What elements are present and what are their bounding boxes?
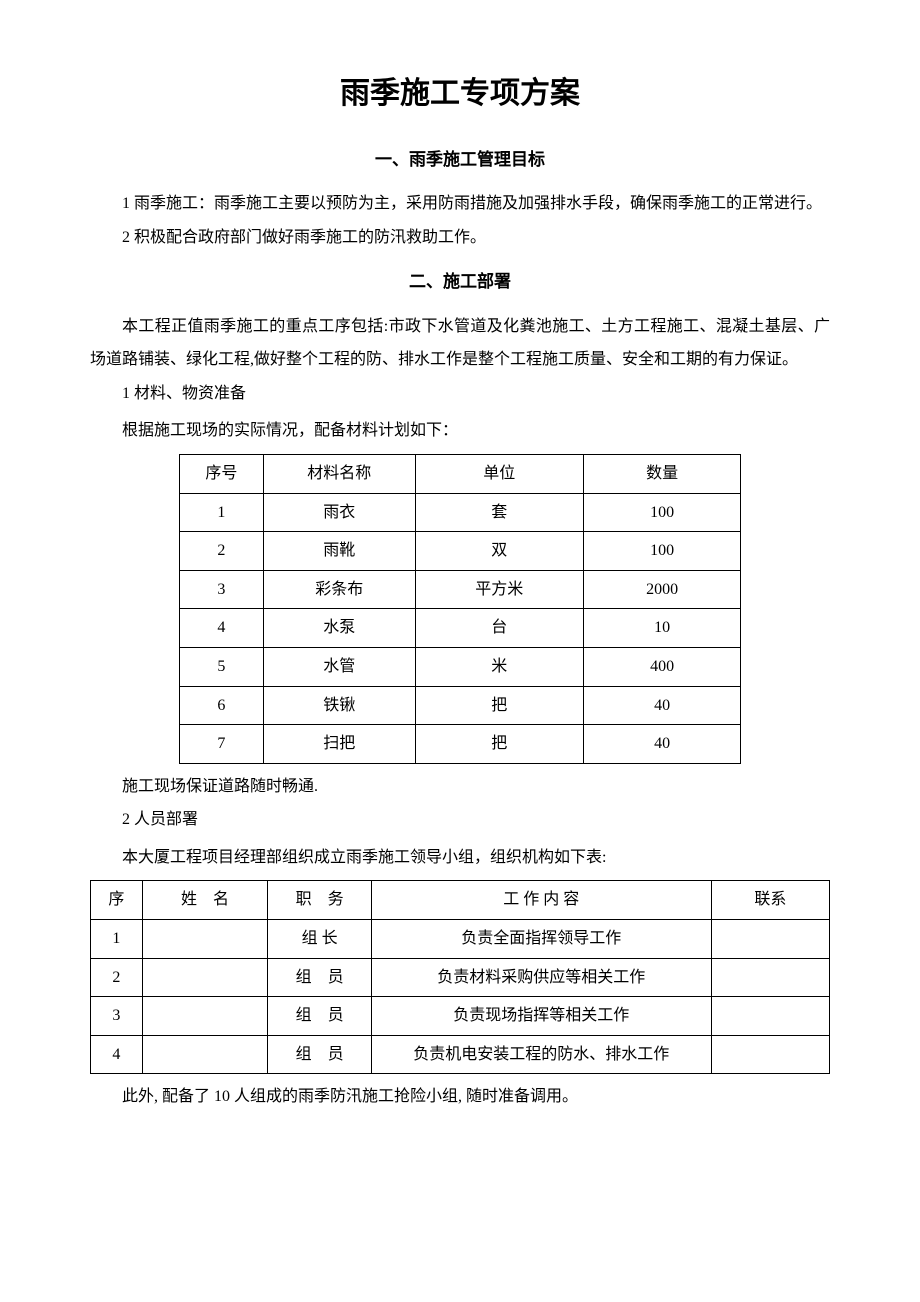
table-row: 1 组 长 负责全面指挥领导工作 — [91, 920, 830, 959]
materials-cell: 水管 — [264, 647, 416, 686]
materials-header-cell: 材料名称 — [264, 454, 416, 493]
section1-p1: 1 雨季施工：雨季施工主要以预防为主，采用防雨措施及加强排水手段，确保雨季施工的… — [90, 187, 830, 221]
materials-cell: 3 — [179, 570, 263, 609]
personnel-cell — [711, 997, 829, 1036]
materials-header-cell: 序号 — [179, 454, 263, 493]
table-row: 5 水管 米 400 — [179, 647, 740, 686]
personnel-cell: 组 长 — [268, 920, 371, 959]
personnel-cell — [711, 958, 829, 997]
materials-cell: 10 — [583, 609, 740, 648]
materials-cell: 把 — [415, 686, 583, 725]
personnel-cell — [142, 958, 268, 997]
materials-cell: 7 — [179, 725, 263, 764]
materials-cell: 米 — [415, 647, 583, 686]
personnel-header-cell: 序 — [91, 881, 143, 920]
personnel-cell: 4 — [91, 1035, 143, 1074]
personnel-cell: 组 员 — [268, 958, 371, 997]
table-row: 2 组 员 负责材料采购供应等相关工作 — [91, 958, 830, 997]
personnel-cell: 3 — [91, 997, 143, 1036]
materials-cell: 40 — [583, 686, 740, 725]
materials-cell: 100 — [583, 532, 740, 571]
personnel-cell — [142, 920, 268, 959]
section1-p2: 2 积极配合政府部门做好雨季施工的防汛救助工作。 — [90, 221, 830, 255]
materials-cell: 40 — [583, 725, 740, 764]
materials-cell: 5 — [179, 647, 263, 686]
personnel-header-cell: 姓 名 — [142, 881, 268, 920]
section2-p1: 本工程正值雨季施工的重点工序包括:市政下水管道及化粪池施工、土方工程施工、混凝土… — [90, 310, 830, 377]
materials-cell: 6 — [179, 686, 263, 725]
materials-cell: 平方米 — [415, 570, 583, 609]
materials-cell: 把 — [415, 725, 583, 764]
personnel-header-cell: 工 作 内 容 — [371, 881, 711, 920]
materials-cell: 双 — [415, 532, 583, 571]
personnel-after: 此外, 配备了 10 人组成的雨季防汛施工抢险小组, 随时准备调用。 — [122, 1080, 830, 1114]
materials-table: 序号 材料名称 单位 数量 1 雨衣 套 100 2 雨靴 双 100 3 彩条… — [179, 454, 741, 764]
materials-cell: 400 — [583, 647, 740, 686]
materials-cell: 台 — [415, 609, 583, 648]
personnel-cell: 组 员 — [268, 1035, 371, 1074]
personnel-cell: 1 — [91, 920, 143, 959]
materials-cell: 铁锹 — [264, 686, 416, 725]
personnel-header-cell: 联系 — [711, 881, 829, 920]
materials-cell: 套 — [415, 493, 583, 532]
table-row: 3 组 员 负责现场指挥等相关工作 — [91, 997, 830, 1036]
table-row: 3 彩条布 平方米 2000 — [179, 570, 740, 609]
materials-cell: 2 — [179, 532, 263, 571]
section2-sub1: 1 材料、物资准备 — [122, 377, 830, 411]
materials-cell: 4 — [179, 609, 263, 648]
section2-sub2: 2 人员部署 — [122, 803, 830, 837]
table-header-row: 序 姓 名 职 务 工 作 内 容 联系 — [91, 881, 830, 920]
personnel-table: 序 姓 名 职 务 工 作 内 容 联系 1 组 长 负责全面指挥领导工作 2 … — [90, 880, 830, 1074]
section1-heading: 一、雨季施工管理目标 — [90, 146, 830, 173]
personnel-cell — [142, 997, 268, 1036]
personnel-cell: 负责机电安装工程的防水、排水工作 — [371, 1035, 711, 1074]
materials-cell: 100 — [583, 493, 740, 532]
personnel-cell: 2 — [91, 958, 143, 997]
personnel-cell — [711, 1035, 829, 1074]
personnel-cell — [711, 920, 829, 959]
table-row: 4 水泵 台 10 — [179, 609, 740, 648]
materials-cell: 雨衣 — [264, 493, 416, 532]
personnel-cell: 组 员 — [268, 997, 371, 1036]
table-row: 4 组 员 负责机电安装工程的防水、排水工作 — [91, 1035, 830, 1074]
materials-cell: 2000 — [583, 570, 740, 609]
personnel-cell — [142, 1035, 268, 1074]
personnel-cell: 负责全面指挥领导工作 — [371, 920, 711, 959]
materials-cell: 水泵 — [264, 609, 416, 648]
section2-heading: 二、施工部署 — [90, 268, 830, 295]
table-row: 7 扫把 把 40 — [179, 725, 740, 764]
table-row: 1 雨衣 套 100 — [179, 493, 740, 532]
personnel-cell: 负责材料采购供应等相关工作 — [371, 958, 711, 997]
table-row: 2 雨靴 双 100 — [179, 532, 740, 571]
materials-caption: 根据施工现场的实际情况，配备材料计划如下： — [90, 414, 830, 448]
personnel-cell: 负责现场指挥等相关工作 — [371, 997, 711, 1036]
materials-cell: 雨靴 — [264, 532, 416, 571]
materials-header-cell: 单位 — [415, 454, 583, 493]
materials-header-cell: 数量 — [583, 454, 740, 493]
personnel-header-cell: 职 务 — [268, 881, 371, 920]
materials-after: 施工现场保证道路随时畅通. — [122, 770, 830, 804]
personnel-caption: 本大厦工程项目经理部组织成立雨季施工领导小组，组织机构如下表: — [90, 841, 830, 875]
materials-cell: 1 — [179, 493, 263, 532]
materials-cell: 扫把 — [264, 725, 416, 764]
materials-cell: 彩条布 — [264, 570, 416, 609]
table-row: 6 铁锹 把 40 — [179, 686, 740, 725]
document-title: 雨季施工专项方案 — [90, 70, 830, 118]
table-header-row: 序号 材料名称 单位 数量 — [179, 454, 740, 493]
